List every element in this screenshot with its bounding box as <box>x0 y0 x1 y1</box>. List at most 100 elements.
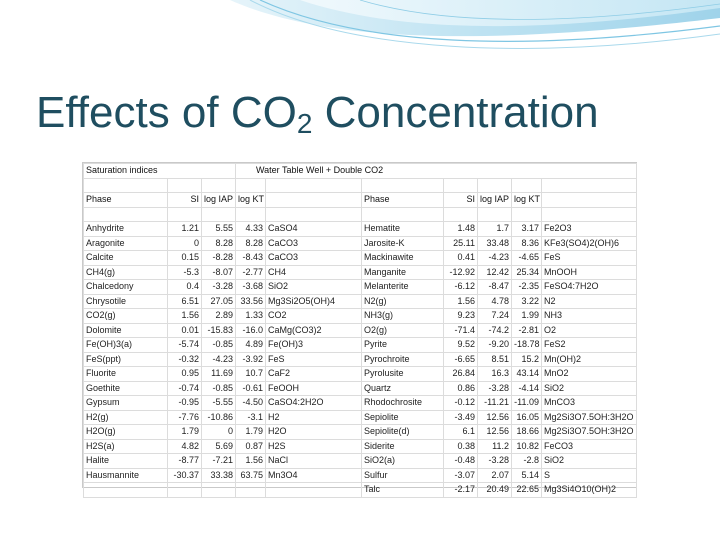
left-formula-cell: Mn3O4 <box>265 467 362 483</box>
right-logiap-cell: 11.2 <box>477 438 512 454</box>
table-row: CO2(g) 1.56 2.89 1.33 CO2 NH3(g) 9.23 7.24 1.99 N… <box>83 308 638 324</box>
left-phase-cell: CH4(g) <box>83 264 168 280</box>
left-logkt-cell: 1.56 <box>235 453 266 469</box>
left-logkt-cell: 63.75 <box>235 467 266 483</box>
right-formula-cell: MnCO3 <box>540 395 638 411</box>
left-logiap-cell: -0.85 <box>201 380 236 396</box>
left-si-cell: 1.21 <box>167 221 202 237</box>
table-row: CH4(g) -5.3 -8.07 -2.77 CH4 Manganite -12.92 12… <box>83 264 638 280</box>
left-si-cell: 0.01 <box>167 322 202 338</box>
right-formula-cell: FeS2 <box>540 337 638 353</box>
right-formula-cell: Mg3Si4O10(OH)2 <box>540 482 638 498</box>
right-logiap-cell: -11.21 <box>477 395 512 411</box>
left-logiap-cell: 8.28 <box>201 235 236 251</box>
left-si-cell <box>167 482 202 498</box>
left-phase-cell: Hausmannite <box>83 467 168 483</box>
left-si-cell: -5.3 <box>167 264 202 280</box>
left-logiap-cell: 0 <box>201 424 236 440</box>
left-logkt-cell: -16.0 <box>235 322 266 338</box>
left-si-cell: -8.77 <box>167 453 202 469</box>
left-phase-cell: H2(g) <box>83 409 168 425</box>
left-si-cell: 6.51 <box>167 293 202 309</box>
right-logiap-cell: -4.23 <box>477 250 512 266</box>
left-phase-cell: Gypsum <box>83 395 168 411</box>
right-si-cell: 0.38 <box>443 438 478 454</box>
right-si-cell: 0.86 <box>443 380 478 396</box>
sheet-title-row: Saturation indices Water Table Well + Do… <box>83 163 638 179</box>
table-row: Halite -8.77 -7.21 1.56 NaCl SiO2(a) -0.48 -3.2… <box>83 453 638 469</box>
right-logiap-cell: -74.2 <box>477 322 512 338</box>
left-logkt-cell: -3.1 <box>235 409 266 425</box>
left-logkt-cell: 8.28 <box>235 235 266 251</box>
right-formula-cell: KFe3(SO4)2(OH)6 <box>540 235 638 251</box>
table-row: Aragonite 0 8.28 8.28 CaCO3 Jarosite-K 25.11 33… <box>83 235 638 251</box>
right-logiap-cell: 4.78 <box>477 293 512 309</box>
left-logiap-cell: 2.89 <box>201 308 236 324</box>
left-formula-cell: NaCl <box>265 453 362 469</box>
left-logkt-cell: 4.33 <box>235 221 266 237</box>
right-phase-cell: Sepiolite <box>361 409 444 425</box>
table-row: Goethite -0.74 -0.85 -0.61 FeOOH Quartz 0.86 -3… <box>83 380 638 396</box>
right-si-cell: -3.49 <box>443 409 478 425</box>
right-phase-cell: N2(g) <box>361 293 444 309</box>
left-logkt-cell: -3.92 <box>235 351 266 367</box>
right-logkt-cell: -2.81 <box>511 322 542 338</box>
right-si-cell: -2.17 <box>443 482 478 498</box>
right-si-cell: -3.07 <box>443 467 478 483</box>
blank-row <box>83 206 638 222</box>
left-formula-cell <box>265 482 362 498</box>
right-logiap-cell: 2.07 <box>477 467 512 483</box>
right-logkt-cell: 5.14 <box>511 467 542 483</box>
table-row: FeS(ppt) -0.32 -4.23 -3.92 FeS Pyrochroite -6.… <box>83 351 638 367</box>
left-logkt-cell <box>235 482 266 498</box>
right-logkt-cell: -4.14 <box>511 380 542 396</box>
left-formula-cell: H2S <box>265 438 362 454</box>
left-si-cell: -0.95 <box>167 395 202 411</box>
left-logkt-cell: 0.87 <box>235 438 266 454</box>
right-phase-cell: Pyrochroite <box>361 351 444 367</box>
left-formula-cell: SiO2 <box>265 279 362 295</box>
right-si-cell: 26.84 <box>443 366 478 382</box>
left-logiap-cell <box>201 482 236 498</box>
header-phase-right: Phase <box>361 192 444 208</box>
right-logiap-cell: 7.24 <box>477 308 512 324</box>
left-formula-cell: H2O <box>265 424 362 440</box>
left-si-cell: -5.74 <box>167 337 202 353</box>
right-phase-cell: Sulfur <box>361 467 444 483</box>
left-logkt-cell: -3.68 <box>235 279 266 295</box>
right-phase-cell: Siderite <box>361 438 444 454</box>
right-phase-cell: Manganite <box>361 264 444 280</box>
right-si-cell: 6.1 <box>443 424 478 440</box>
left-logiap-cell: 27.05 <box>201 293 236 309</box>
right-si-cell: -71.4 <box>443 322 478 338</box>
table-row: Dolomite 0.01 -15.83 -16.0 CaMg(CO3)2 O2(g) -7… <box>83 322 638 338</box>
left-logkt-cell: 33.56 <box>235 293 266 309</box>
column-header-row: Phase SI log IAP log KT Phase SI log IAP… <box>83 192 638 208</box>
left-logiap-cell: 5.55 <box>201 221 236 237</box>
right-logkt-cell: 18.66 <box>511 424 542 440</box>
right-logkt-cell: 25.34 <box>511 264 542 280</box>
right-formula-cell: S <box>540 467 638 483</box>
header-si-right: SI <box>443 192 478 208</box>
table-row: Talc -2.17 20.49 22.65 Mg3Si4O10(OH)2 <box>83 482 638 498</box>
right-formula-cell: FeSO4:7H2O <box>540 279 638 295</box>
table-row: Fluorite 0.95 11.69 10.7 CaF2 Pyrolusite 26.84… <box>83 366 638 382</box>
left-phase-cell: Calcite <box>83 250 168 266</box>
sheet-title-left: Saturation indices <box>83 163 236 179</box>
header-logiap-right: log IAP <box>477 192 512 208</box>
left-si-cell: 0.95 <box>167 366 202 382</box>
right-logkt-cell: 3.22 <box>511 293 542 309</box>
right-phase-cell: Talc <box>361 482 444 498</box>
left-logiap-cell: -8.28 <box>201 250 236 266</box>
left-phase-cell: Fe(OH)3(a) <box>83 337 168 353</box>
right-si-cell: 1.48 <box>443 221 478 237</box>
left-phase-cell: FeS(ppt) <box>83 351 168 367</box>
right-logkt-cell: 22.65 <box>511 482 542 498</box>
right-logiap-cell: 1.7 <box>477 221 512 237</box>
left-logiap-cell: 33.38 <box>201 467 236 483</box>
table-row: H2O(g) 1.79 0 1.79 H2O Sepiolite(d) 6.1 12.56 18… <box>83 424 638 440</box>
right-si-cell: 1.56 <box>443 293 478 309</box>
right-logiap-cell: -9.20 <box>477 337 512 353</box>
right-formula-cell: Mg2Si3O7.5OH:3H2O <box>540 424 638 440</box>
left-phase-cell: Goethite <box>83 380 168 396</box>
